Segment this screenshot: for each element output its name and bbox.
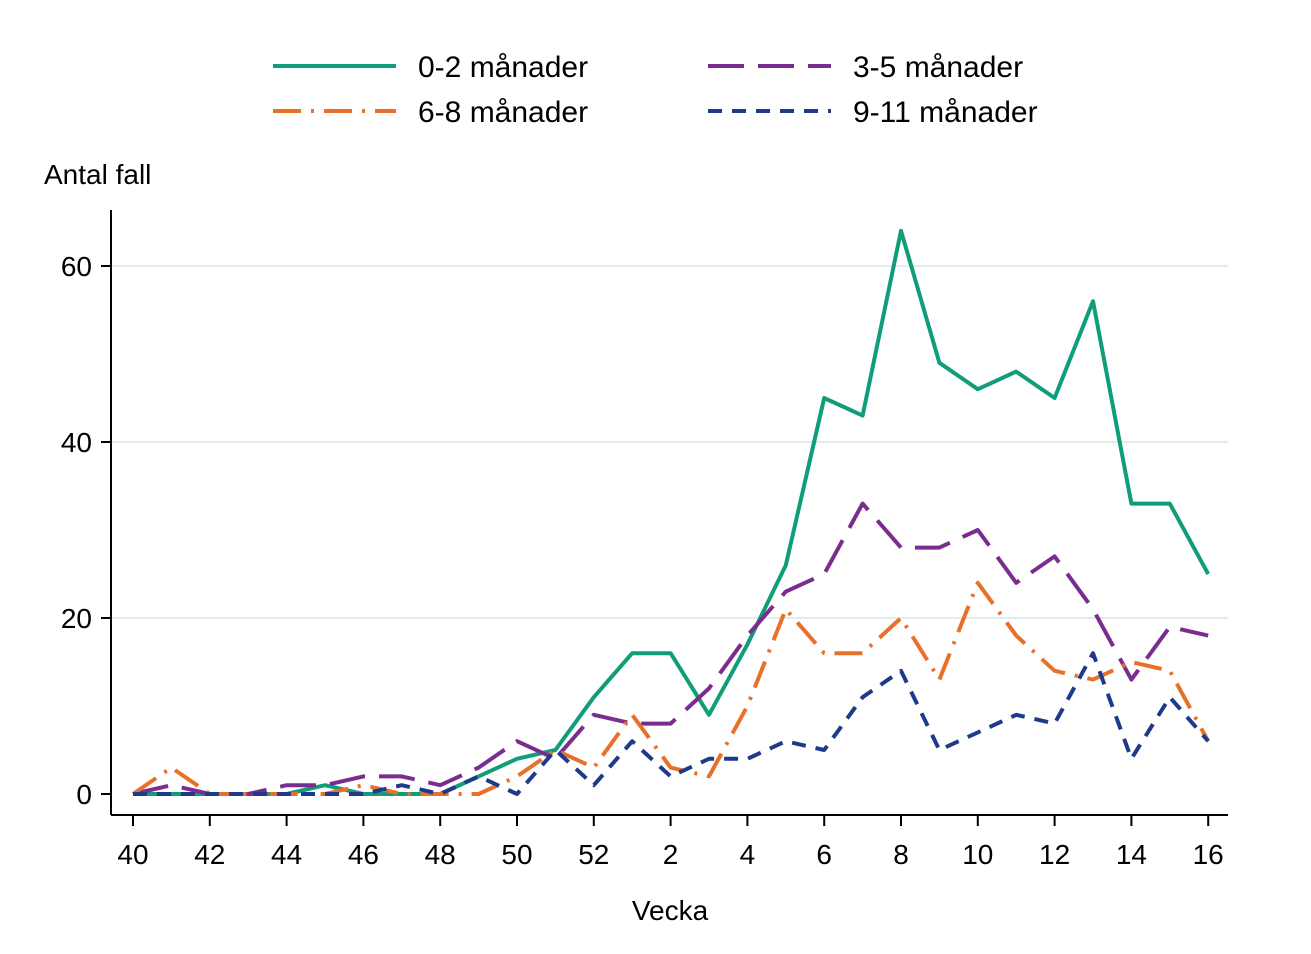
gridlines: [112, 265, 1228, 619]
x-tick-label: 10: [962, 839, 993, 870]
x-tick-label: 48: [425, 839, 456, 870]
legend-item-4: 9-11 månader: [708, 96, 1038, 129]
series-lines: [131, 228, 1210, 796]
x-tick-label: 42: [194, 839, 225, 870]
series-line-2: [132, 501, 1209, 796]
x-axis-label: Vecka: [632, 895, 709, 926]
x-tick-label: 46: [348, 839, 379, 870]
y-tick-label: 20: [61, 603, 92, 634]
legend-label: 3-5 månader: [853, 51, 1023, 84]
legend-item-1: 0-2 månader: [273, 51, 588, 84]
legend-item-3: 6-8 månader: [273, 96, 588, 129]
x-tick-label: 50: [501, 839, 532, 870]
y-tick-label: 60: [61, 251, 92, 282]
series-line-4: [133, 651, 1210, 796]
y-axis-label: Antal fall: [44, 159, 151, 190]
x-tick-label: 52: [578, 839, 609, 870]
legend-label: 9-11 månader: [853, 96, 1038, 129]
x-tick-label: 12: [1039, 839, 1070, 870]
x-tick-label: 14: [1116, 839, 1147, 870]
x-ticks: 40 42 44 46 48 50 52 2 4 6 8 10 12 14 16: [117, 815, 1224, 870]
x-tick-label: 16: [1193, 839, 1224, 870]
y-ticks: 0 20 40 60: [61, 251, 111, 810]
legend-label: 6-8 månader: [418, 96, 588, 129]
x-tick-label: 44: [271, 839, 302, 870]
series-line-1: [133, 228, 1210, 796]
x-tick-label: 40: [117, 839, 148, 870]
axes: [110, 210, 1228, 816]
x-tick-label: 2: [663, 839, 679, 870]
x-tick-label: 4: [740, 839, 756, 870]
legend-label: 0-2 månader: [418, 51, 588, 84]
y-tick-label: 0: [76, 779, 92, 810]
x-tick-label: 8: [893, 839, 909, 870]
y-tick-label: 40: [61, 427, 92, 458]
legend-item-2: 3-5 månader: [708, 51, 1023, 84]
series-line-3: [131, 580, 1210, 796]
legend: 0-2 månader 3-5 månader 6-8 månader 9-11 må…: [273, 51, 1038, 129]
x-tick-label: 6: [816, 839, 832, 870]
